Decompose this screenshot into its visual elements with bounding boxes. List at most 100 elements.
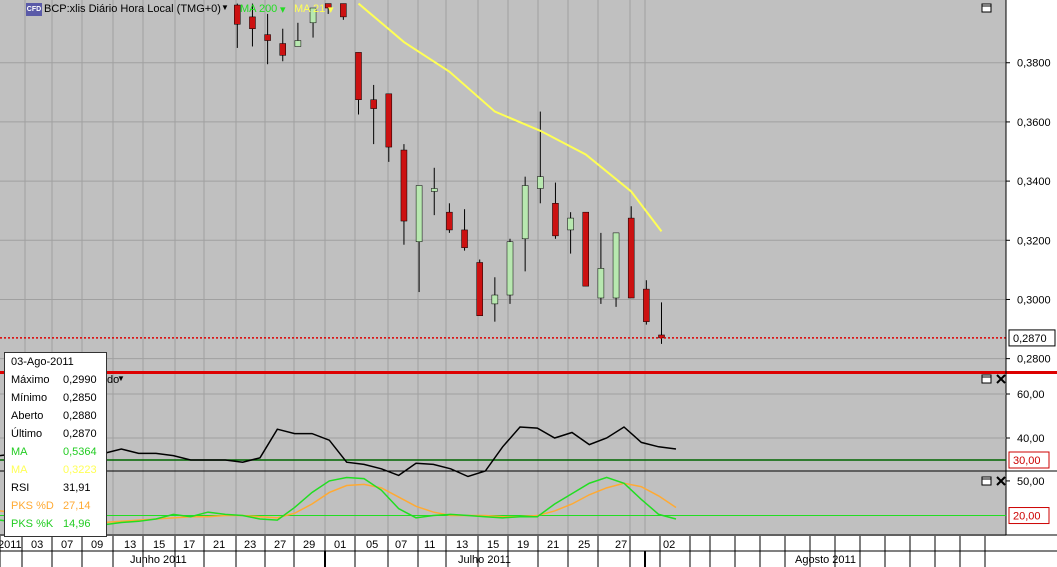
info-value: 0,2880: [63, 410, 97, 422]
x-tick-label: 23: [244, 539, 256, 551]
price-panel-bg: [0, 0, 1006, 369]
y-tick-label: 0,2800: [1017, 354, 1051, 366]
info-value: 31,91: [63, 482, 91, 494]
candle-body: [597, 268, 605, 299]
last-price-label: 0,2870: [1013, 333, 1047, 345]
rsi-panel-bg: [0, 372, 1006, 471]
x-tick-label: 21: [213, 539, 225, 551]
x-tick-label: 19: [517, 539, 529, 551]
candle-body: [400, 149, 408, 222]
x-tick-label: 09: [91, 539, 103, 551]
info-label: Máximo: [11, 374, 50, 386]
info-value: 0,2990: [63, 374, 97, 386]
ma200-dropdown-icon[interactable]: ▾: [280, 4, 286, 16]
x-tick-label: 29: [303, 539, 315, 551]
x-tick-label: 01: [334, 539, 346, 551]
pks-tick-label: 50,00: [1017, 476, 1045, 488]
rsi-label: do: [107, 374, 120, 386]
month-label: Julho 2011: [458, 554, 511, 566]
info-row-ma21: MA 0,3223: [11, 464, 103, 478]
info-value: 0,2850: [63, 392, 97, 404]
info-date: 03-Ago-2011: [11, 356, 74, 368]
maximize-pks-icon[interactable]: [981, 476, 992, 486]
panel-separator: [0, 371, 1057, 374]
rsi-tick-label: 60,00: [1017, 389, 1045, 401]
x-tick-label: 15: [487, 539, 499, 551]
x-tick-label: 02: [663, 539, 675, 551]
x-tick-label: 27: [615, 539, 627, 551]
close-rsi-icon[interactable]: [996, 374, 1006, 384]
candle-body: [431, 188, 438, 192]
x-tick-label: 13: [456, 539, 468, 551]
info-row-rsi: RSI 31,91: [11, 482, 103, 496]
close-stroke: [996, 374, 1006, 384]
candle-body: [612, 232, 620, 299]
title-dropdown-icon[interactable]: ▼: [221, 3, 229, 12]
rsi-ref-label: 30,00: [1013, 455, 1041, 467]
pks-ref-label: 20,00: [1013, 511, 1041, 523]
ma21-line: [357, 2, 663, 233]
info-label: Aberto: [11, 410, 44, 422]
chart-title: BCP:xlis Diário Hora Local (TMG+0): [44, 3, 221, 15]
info-label: PKS %D: [11, 500, 54, 512]
candle-body: [552, 203, 559, 237]
candle-body: [234, 4, 241, 25]
pks-panel-bg: [0, 474, 1006, 534]
info-label: RSI: [11, 482, 30, 494]
candle-body: [324, 3, 332, 9]
x-tick-label: 2011: [0, 539, 22, 551]
close-pks-icon[interactable]: [996, 476, 1006, 486]
candle-body: [385, 93, 393, 148]
x-tick-label: 25: [578, 539, 590, 551]
info-label: MA: [11, 464, 28, 476]
x-tick-label: 15: [153, 539, 165, 551]
y-tick-label: 0,3200: [1017, 235, 1051, 247]
maximize-rsi-icon[interactable]: [981, 374, 992, 384]
month-label: Agosto 2011: [795, 554, 856, 566]
candle-body: [415, 185, 423, 243]
info-value: 0,2870: [63, 428, 97, 440]
candle-body: [340, 3, 347, 18]
maximize-price-icon[interactable]: [981, 3, 992, 13]
candle-body: [264, 34, 271, 41]
candle-body: [567, 217, 574, 231]
ma21-dropdown-icon[interactable]: ▾: [328, 4, 334, 16]
info-label: PKS %K: [11, 518, 54, 530]
pks-d-line: [0, 482, 677, 524]
rsi-tick-label: 40,00: [1017, 433, 1045, 445]
month-label: Junho 2011: [130, 554, 187, 566]
candle-body: [476, 262, 483, 316]
x-tick-label: 27: [274, 539, 286, 551]
info-row-ma200: MA 0,5364: [11, 446, 103, 460]
candle-body: [249, 16, 256, 29]
ma200-label: MA 200: [240, 3, 278, 15]
rsi-line: [0, 426, 677, 478]
pks-k-line: [0, 476, 677, 528]
candle-body: [461, 229, 468, 248]
candle-body: [309, 7, 317, 24]
rsi-dropdown-icon[interactable]: ▼: [117, 374, 125, 383]
x-tick-label: 07: [61, 539, 73, 551]
candle-body: [627, 217, 635, 299]
x-tick-label: 07: [395, 539, 407, 551]
candle-body: [370, 99, 377, 109]
info-row-pks-k: PKS %K 14,96: [11, 518, 103, 532]
cfd-logo: CFD: [26, 3, 42, 16]
candle-body: [446, 211, 453, 231]
y-tick-label: 0,3000: [1017, 294, 1051, 306]
info-value: 14,96: [63, 518, 91, 530]
info-value: 0,5364: [63, 446, 97, 458]
candle-body: [355, 52, 362, 100]
info-row-pks-d: PKS %D 27,14: [11, 500, 103, 514]
candle-body: [506, 241, 514, 296]
x-tick-label: 03: [31, 539, 43, 551]
candle-body: [294, 40, 302, 47]
last-price-box: [1008, 329, 1056, 347]
rsi-ref-box: [1008, 451, 1050, 469]
candle-body: [582, 211, 589, 287]
ma21-label: MA 21: [294, 3, 326, 15]
pks-ref-box: [1008, 507, 1050, 525]
candle-body: [537, 176, 544, 189]
info-row-open: Aberto 0,2880: [11, 410, 103, 424]
